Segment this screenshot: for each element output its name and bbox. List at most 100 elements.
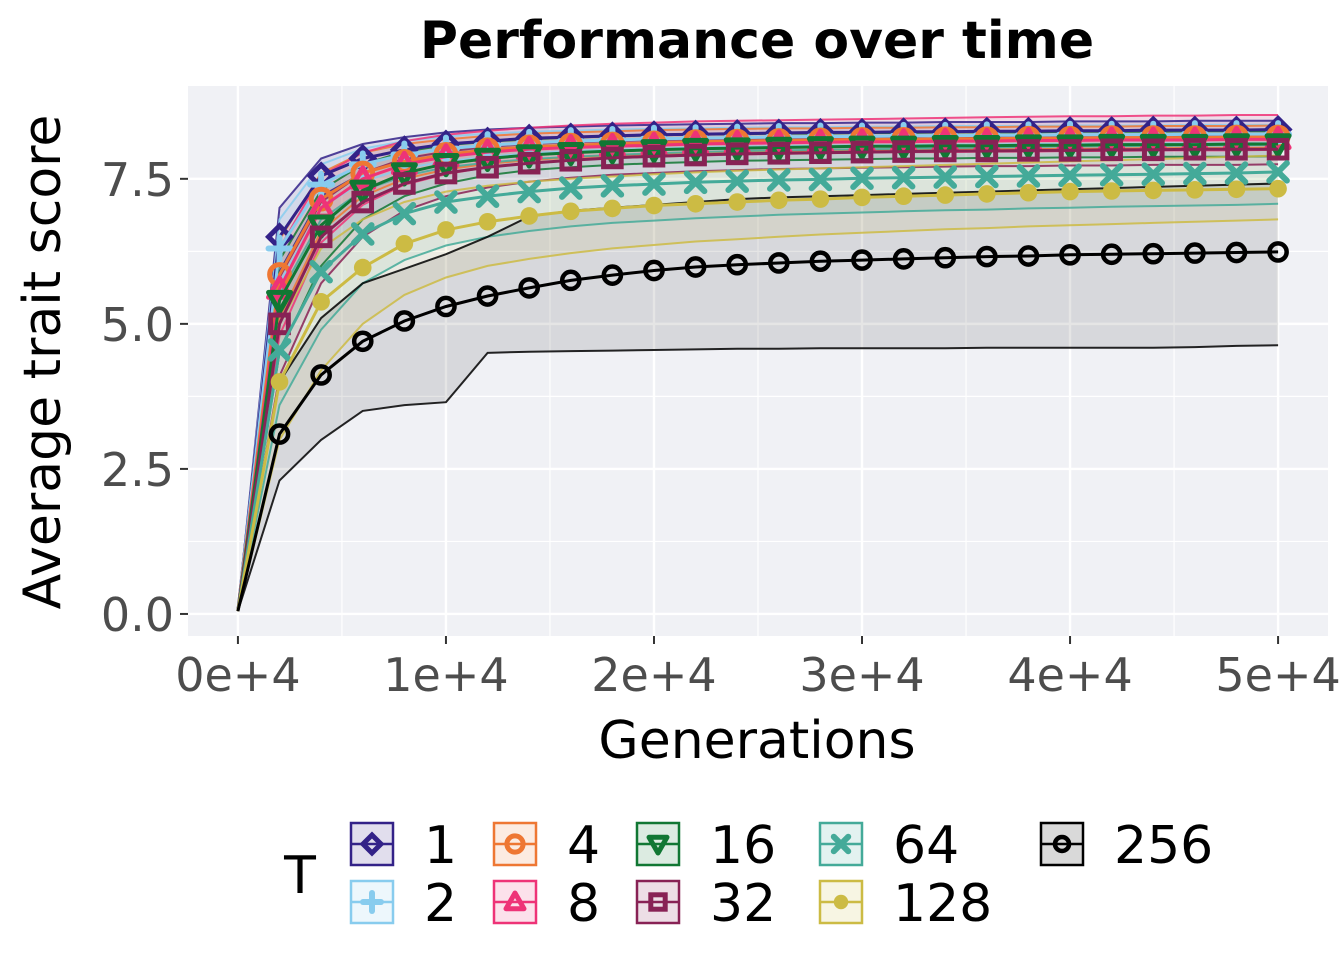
x-tick-label: 3e+4 (799, 648, 924, 702)
legend-label: 16 (710, 816, 776, 876)
y-tick-label: 7.5 (101, 153, 174, 207)
point-series-32 (1100, 138, 1123, 162)
ribbon-128 (237, 155, 1279, 612)
x-axis-title: Generations (598, 711, 915, 771)
legend-item-256: 256 (1039, 816, 1213, 876)
x-tick-label: 1e+4 (383, 648, 508, 702)
point-series-32 (725, 142, 749, 166)
y-tick-label: 0.0 (101, 588, 174, 642)
point-series-128 (1186, 181, 1204, 199)
point-series-16 (640, 139, 668, 164)
point-series-64 (517, 179, 541, 204)
point-series-32 (892, 140, 915, 163)
legend-item-4: 4 (492, 816, 600, 876)
point-series-32 (933, 139, 957, 163)
point-series-256 (976, 245, 998, 268)
legend-key-marker (1052, 834, 1072, 854)
legend-label: 1 (424, 816, 457, 876)
point-series-128 (1227, 180, 1246, 199)
point-series-2 (307, 170, 336, 199)
point-series-256 (809, 250, 832, 273)
legend-item-1: 1 (349, 816, 457, 876)
point-series-128 (728, 193, 746, 211)
point-series-64 (891, 165, 916, 190)
point-series-128 (603, 199, 622, 218)
y-axis-title: Average trait score (13, 115, 73, 610)
point-series-128 (936, 186, 955, 204)
point-series-32 (476, 155, 499, 179)
point-series-256 (1225, 241, 1248, 264)
axes-layer: 0.0 2.5 5.0 7.5 0e+4 1e+4 2e+4 3e+4 4e+4 5e+4 (101, 153, 1341, 702)
point-series-16 (1181, 133, 1209, 159)
point-series-2 (265, 234, 294, 263)
point-series-128 (1102, 182, 1121, 200)
point-series-256 (393, 310, 416, 332)
point-series-256 (1100, 243, 1123, 266)
chart-title: Performance over time (420, 11, 1094, 71)
ribbon-upper-8 (236, 114, 1279, 612)
point-series-128 (978, 185, 996, 203)
point-series-64 (808, 167, 833, 192)
point-series-128 (478, 212, 497, 231)
point-series-128 (645, 196, 663, 215)
legend-key-marker (360, 890, 384, 914)
point-series-16 (973, 135, 1001, 160)
legend-label: 128 (893, 874, 992, 934)
point-series-4 (267, 262, 292, 287)
point-series-256 (643, 259, 665, 282)
point-series-128 (395, 235, 414, 253)
point-series-32 (268, 312, 291, 336)
point-series-128 (561, 202, 580, 221)
point-series-32 (975, 139, 999, 163)
point-series-256 (1184, 242, 1206, 264)
point-series-64 (1099, 162, 1124, 187)
point-series-64 (767, 168, 791, 192)
point-series-64 (1266, 160, 1290, 184)
point-series-128 (353, 258, 372, 277)
y-tick-label: 5.0 (101, 298, 174, 352)
point-series-16 (1222, 133, 1250, 158)
point-series-128 (1269, 179, 1287, 198)
point-series-256 (476, 285, 499, 307)
legend-key-marker (830, 833, 852, 855)
point-series-64 (1183, 161, 1207, 186)
point-series-32 (1017, 139, 1040, 162)
point-series-256 (310, 364, 332, 386)
point-series-128 (853, 188, 871, 207)
point-series-64 (350, 222, 375, 246)
point-series-16 (1264, 133, 1292, 158)
point-series-128 (312, 293, 330, 311)
point-series-64 (725, 169, 749, 193)
ribbon-lower-256 (236, 344, 1279, 612)
point-series-64 (975, 164, 999, 189)
point-series-64 (850, 166, 874, 191)
legend-key-marker (503, 890, 527, 912)
legend-label: 8 (567, 874, 600, 934)
point-series-32 (1225, 137, 1248, 161)
point-series-64 (1224, 161, 1249, 185)
point-series-256 (1142, 242, 1165, 265)
point-series-256 (1059, 243, 1081, 266)
point-series-16 (765, 136, 793, 161)
point-series-64 (267, 338, 292, 362)
point-series-32 (393, 172, 416, 195)
point-series-16 (1098, 133, 1126, 159)
legend-item-32: 32 (635, 874, 776, 934)
point-series-16 (682, 137, 710, 163)
point-series-128 (894, 187, 913, 206)
legend-label: 2 (424, 874, 457, 934)
point-series-256 (435, 295, 457, 318)
point-series-256 (726, 253, 749, 276)
point-series-256 (1017, 245, 1040, 267)
point-series-256 (601, 264, 624, 286)
legend-label: 256 (1114, 816, 1213, 876)
point-series-256 (851, 249, 873, 271)
legend-item-64: 64 (818, 816, 959, 876)
legend-item-8: 8 (492, 874, 600, 934)
line-series-64 (236, 170, 1279, 612)
point-series-64 (600, 173, 625, 198)
point-series-64 (558, 176, 583, 200)
point-series-32 (1266, 137, 1290, 161)
point-series-256 (934, 246, 957, 269)
